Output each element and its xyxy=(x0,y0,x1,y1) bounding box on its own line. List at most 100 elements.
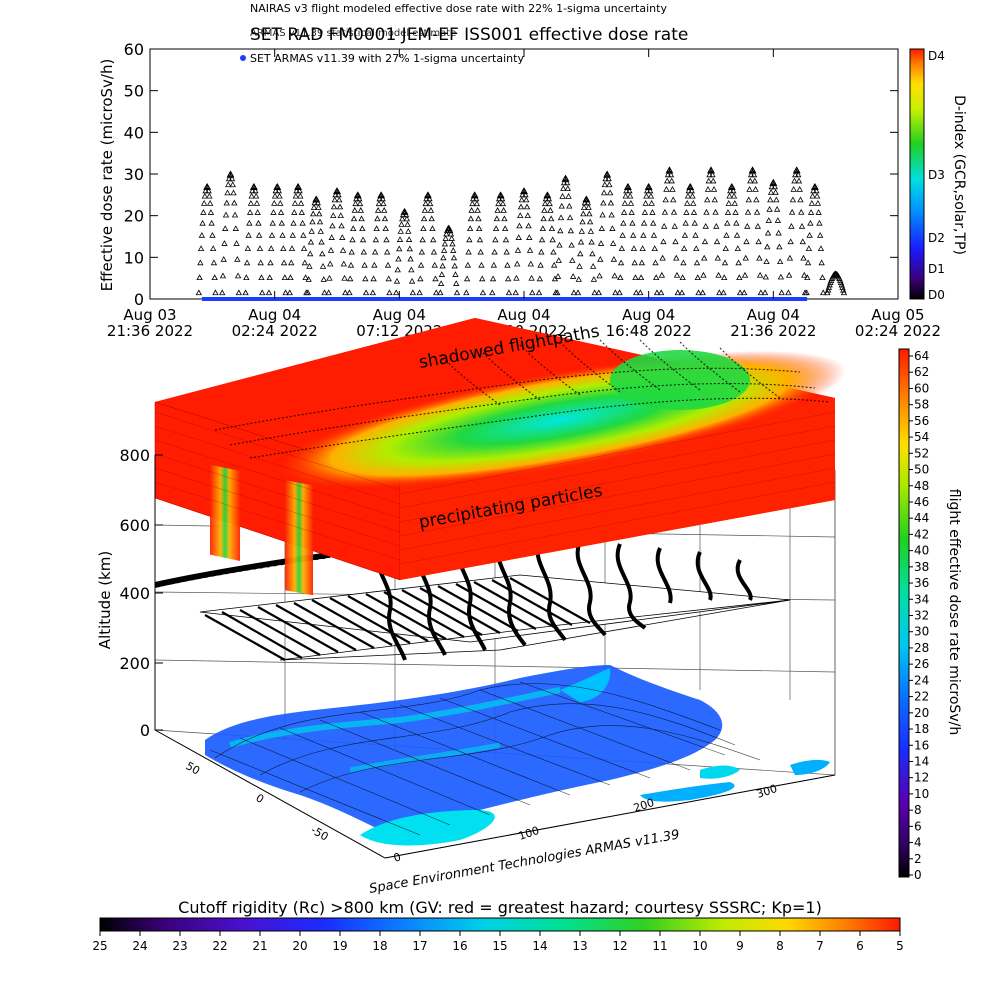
armas-peak-point xyxy=(424,191,432,198)
top-x-tick-label-time: 21:36 2022 xyxy=(107,322,193,340)
armas-data-point xyxy=(338,222,345,229)
armas-data-point xyxy=(775,229,782,236)
armas-data-point xyxy=(810,187,817,194)
armas-data-point xyxy=(668,177,675,184)
armas-data-point xyxy=(563,179,571,186)
armas-data-point xyxy=(660,238,667,245)
armas-data-point xyxy=(628,209,635,215)
armas-data-point xyxy=(734,245,742,252)
armas-data-point xyxy=(612,289,619,296)
armas-data-point xyxy=(667,171,675,178)
top-x-tick-label-time: 21:36 2022 xyxy=(730,322,816,340)
armas-data-point xyxy=(380,200,387,207)
armas-data-point xyxy=(753,208,761,215)
armas-data-point xyxy=(538,248,545,255)
armas-data-point xyxy=(201,192,209,199)
armas-data-point xyxy=(416,289,423,296)
armas-data-point xyxy=(589,263,597,269)
armas-data-point xyxy=(196,274,203,281)
armas-data-point xyxy=(649,209,656,215)
armas-data-point xyxy=(327,260,334,267)
armas-peak-point xyxy=(497,191,504,198)
armas-data-point xyxy=(503,248,510,255)
armas-data-point xyxy=(808,200,816,206)
armas-data-point xyxy=(330,203,338,210)
cutoff-colorbar-tick-label: 16 xyxy=(452,939,467,953)
armas-data-point xyxy=(319,263,327,269)
armas-data-point xyxy=(428,215,435,222)
armas-data-point xyxy=(209,231,216,238)
armas-data-point xyxy=(578,228,585,234)
armas-data-point xyxy=(545,195,553,202)
armas-legend: SET ARMAS v11.39 with 27% 1-sigma uncert… xyxy=(250,52,524,65)
armas-data-point xyxy=(684,192,692,199)
top-x-tick-label-date: Aug 04 xyxy=(747,306,800,324)
armas-data-point xyxy=(383,236,390,243)
armas-data-point xyxy=(711,196,718,203)
armas-data-point xyxy=(307,238,315,245)
armas-data-point xyxy=(648,200,655,206)
armas-data-point xyxy=(248,192,255,199)
armas-data-point xyxy=(426,195,433,202)
armas-data-point xyxy=(646,187,654,194)
top-x-tick-label-date: Aug 04 xyxy=(622,306,675,324)
armas-data-point xyxy=(198,231,206,238)
top-y-tick-label: 60 xyxy=(124,40,144,59)
armas-data-point xyxy=(210,259,218,266)
armas-peak-point xyxy=(401,208,408,214)
armas-data-point xyxy=(713,222,720,229)
armas-data-point xyxy=(684,200,691,206)
dose-colorbar-tick-label: 40 xyxy=(914,544,929,558)
lon-tick-0: 0 xyxy=(392,850,403,865)
armas-data-point xyxy=(685,187,692,194)
armas-data-point xyxy=(494,207,501,213)
armas-data-point xyxy=(679,274,686,281)
armas-data-point xyxy=(465,248,472,255)
armas-data-point xyxy=(579,218,586,225)
armas-data-point xyxy=(743,238,750,245)
armas-data-point xyxy=(601,181,609,188)
armas-data-point xyxy=(429,225,436,232)
armas-data-point xyxy=(797,196,804,203)
armas-data-point xyxy=(266,274,273,281)
lat-tick-0: 0 xyxy=(254,791,267,806)
armas-data-point xyxy=(529,289,536,296)
armas-data-point xyxy=(731,200,738,206)
armas-data-point xyxy=(742,254,749,261)
armas-data-point xyxy=(288,259,295,266)
dindex-colorbar-gradient xyxy=(909,48,925,300)
armas-data-point xyxy=(245,231,252,238)
armas-data-point xyxy=(809,192,816,199)
armas-peak-point xyxy=(832,270,839,277)
armas-data-point xyxy=(605,175,612,182)
armas-data-point xyxy=(650,231,658,238)
armas-data-point xyxy=(229,181,236,188)
armas-data-point xyxy=(493,215,501,222)
armas-data-point xyxy=(339,247,347,253)
armas-data-point xyxy=(348,248,355,255)
top-y-axis-label: Effective dose rate (microSv/h) xyxy=(98,59,116,292)
armas-data-point xyxy=(432,275,439,282)
armas-data-point xyxy=(422,200,429,207)
armas-data-point xyxy=(206,192,213,199)
armas-data-point xyxy=(577,250,584,257)
armas-data-point xyxy=(277,200,284,206)
top-x-tick-label-time: 02:24 2022 xyxy=(855,322,941,340)
armas-data-point xyxy=(443,230,450,237)
armas-data-point xyxy=(539,225,547,232)
armas-data-point xyxy=(361,261,368,268)
armas-data-point xyxy=(798,222,806,229)
armas-data-point xyxy=(559,193,566,199)
armas-data-point xyxy=(231,199,238,206)
armas-data-point xyxy=(778,289,785,296)
armas-data-point xyxy=(384,261,392,268)
armas-data-point xyxy=(418,248,426,255)
armas-data-point xyxy=(789,196,797,203)
cutoff-colorbar-tick-label: 22 xyxy=(212,939,227,953)
armas-data-point xyxy=(619,231,626,238)
armas-data-point xyxy=(502,236,510,243)
armas-data-point xyxy=(396,236,404,242)
armas-peak-point xyxy=(583,195,590,202)
armas-peak-point xyxy=(313,195,320,202)
